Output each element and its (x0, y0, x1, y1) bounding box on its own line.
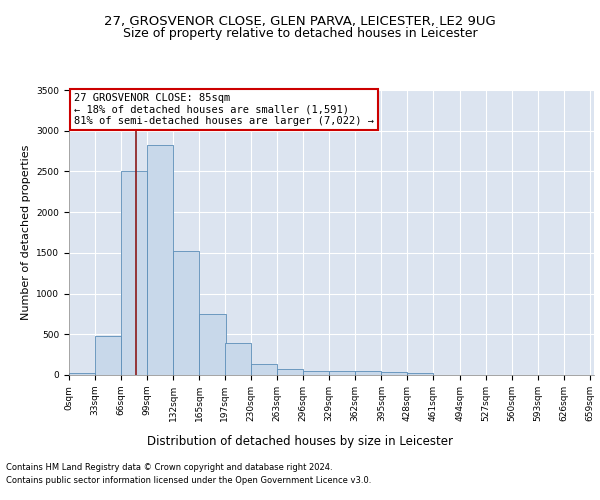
Bar (225, 343, 251, 375)
Bar (173, 251, 199, 375)
Bar (199, 314, 226, 375)
Text: Size of property relative to detached houses in Leicester: Size of property relative to detached ho… (122, 28, 478, 40)
Bar (407, 374, 433, 375)
Bar (121, 170, 147, 375)
Bar (277, 369, 303, 375)
Bar (382, 372, 407, 375)
Text: Contains public sector information licensed under the Open Government Licence v3: Contains public sector information licen… (6, 476, 371, 485)
Bar (251, 364, 277, 375)
Text: 27 GROSVENOR CLOSE: 85sqm
← 18% of detached houses are smaller (1,591)
81% of se: 27 GROSVENOR CLOSE: 85sqm ← 18% of detac… (74, 93, 374, 126)
Bar (329, 370, 355, 375)
Bar (147, 146, 173, 375)
Text: Contains HM Land Registry data © Crown copyright and database right 2024.: Contains HM Land Registry data © Crown c… (6, 462, 332, 471)
Bar (355, 370, 382, 375)
Text: Distribution of detached houses by size in Leicester: Distribution of detached houses by size … (147, 435, 453, 448)
Bar (95, 336, 121, 375)
Text: 27, GROSVENOR CLOSE, GLEN PARVA, LEICESTER, LE2 9UG: 27, GROSVENOR CLOSE, GLEN PARVA, LEICEST… (104, 15, 496, 28)
Bar (303, 370, 329, 375)
Bar (69, 374, 95, 375)
Y-axis label: Number of detached properties: Number of detached properties (21, 145, 31, 320)
